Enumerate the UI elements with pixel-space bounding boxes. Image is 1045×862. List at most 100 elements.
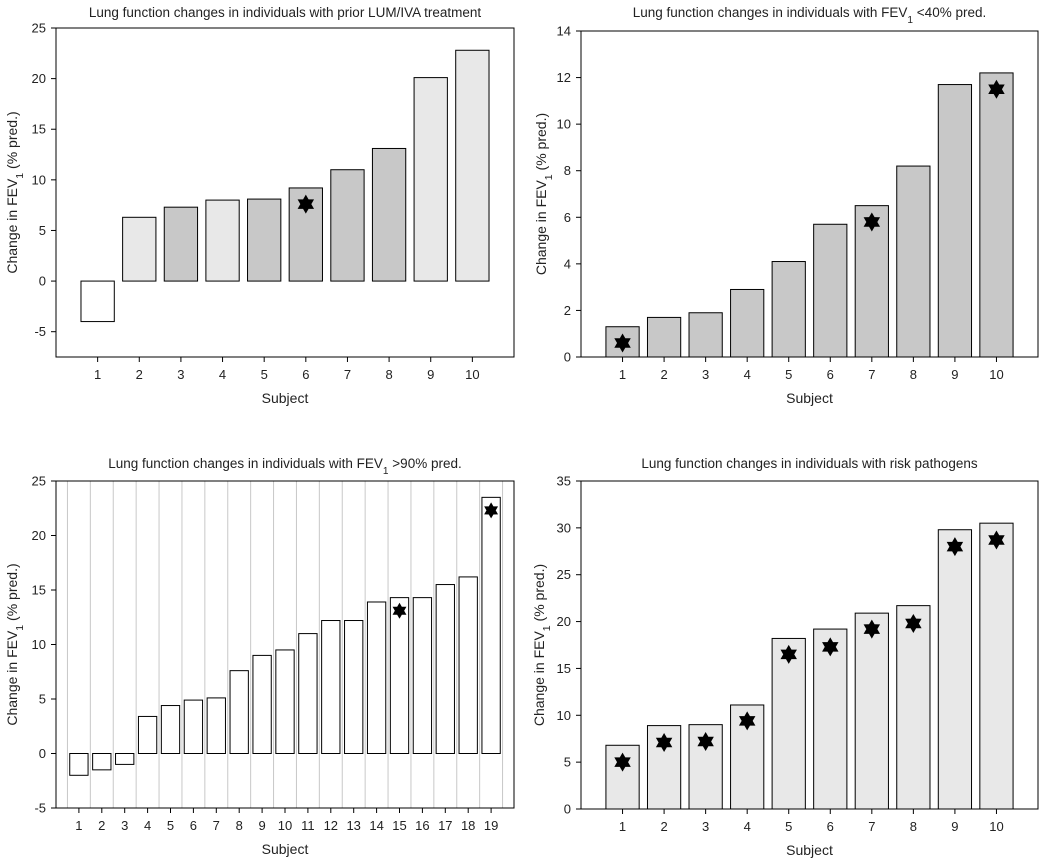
y-axis-label: Change in FEV1 (% pred.) — [4, 111, 26, 273]
x-tick-label: 7 — [868, 819, 875, 834]
bar-subject-6 — [813, 628, 848, 810]
x-tick-label: 19 — [484, 818, 498, 833]
star-marker — [484, 502, 499, 519]
x-tick-label: 5 — [785, 367, 792, 382]
y-tick-label: 0 — [39, 746, 46, 761]
star-marker — [697, 732, 714, 752]
x-tick-label: 18 — [461, 818, 475, 833]
x-tick-label: 7 — [213, 818, 220, 833]
y-axis-label: Change in FEV1 (% pred.) — [4, 563, 26, 725]
x-tick-label: 1 — [619, 819, 626, 834]
bar-subject-1 — [69, 753, 89, 776]
bar-subject-5 — [160, 705, 181, 754]
bar-subject-10 — [979, 72, 1014, 358]
y-tick-label: 20 — [32, 71, 46, 86]
y-tick-label: 10 — [32, 637, 46, 652]
star-marker — [822, 637, 839, 657]
x-tick-label: 3 — [702, 819, 709, 834]
y-tick-label: 10 — [32, 172, 46, 187]
star-marker — [614, 333, 631, 353]
bar-subject-12 — [321, 620, 341, 755]
bar-subject-8 — [229, 670, 249, 754]
x-tick-label: 6 — [302, 367, 309, 382]
x-tick-label: 3 — [702, 367, 709, 382]
bar-subject-8 — [896, 605, 931, 810]
chart-panel-1: -5 0 5 10 15 20 25 1 2 3 4 5 6 7 8 9 10 Lung function cha… — [4, 5, 515, 406]
y-tick-label: -5 — [34, 324, 46, 339]
x-tick-label: 7 — [344, 367, 351, 382]
chart-panel-4: 0 5 10 15 20 25 30 35 1 2 3 4 5 6 7 8 9 10 Lung function c… — [531, 456, 1039, 858]
star-marker — [738, 711, 756, 731]
chart-title: Lung function changes in individuals wit… — [108, 456, 461, 477]
y-tick-label: 30 — [557, 520, 571, 535]
chart-title: Lung function changes in individuals wit… — [633, 5, 986, 26]
chart-title: Lung function changes in individuals wit… — [641, 456, 977, 471]
plot-frame — [580, 480, 1039, 810]
star-marker — [655, 732, 673, 752]
plot-frame — [580, 30, 1039, 358]
bar-subject-3 — [115, 753, 135, 765]
x-tick-label: 4 — [744, 819, 751, 834]
bar-subject-13 — [344, 620, 364, 755]
y-tick-label: 6 — [564, 210, 571, 225]
x-tick-label: 2 — [660, 819, 667, 834]
x-tick-label: 8 — [385, 367, 392, 382]
x-tick-label: 16 — [415, 818, 429, 833]
y-tick-label: 14 — [557, 24, 571, 39]
y-tick-label: -5 — [34, 801, 46, 816]
x-axis-label: Subject — [262, 390, 309, 406]
y-tick-label: 0 — [564, 350, 571, 365]
bar-subject-5 — [771, 261, 806, 358]
star-marker — [780, 644, 797, 664]
x-tick-label: 2 — [98, 818, 105, 833]
x-tick-label: 14 — [369, 818, 383, 833]
bar-subject-4 — [205, 199, 240, 282]
x-tick-label: 9 — [427, 367, 434, 382]
bar-subject-8 — [896, 165, 931, 358]
y-tick-label: 0 — [564, 802, 571, 817]
bar-subject-17 — [435, 584, 455, 754]
bar-subject-2 — [92, 753, 112, 771]
x-tick-label: 6 — [827, 819, 834, 834]
bar-subject-18 — [458, 576, 478, 754]
bar-subject-7 — [206, 697, 226, 754]
y-tick-label: 25 — [32, 474, 46, 489]
y-tick-label: 35 — [557, 474, 571, 489]
y-tick-label: 5 — [39, 223, 46, 238]
y-tick-label: 15 — [557, 661, 571, 676]
star-marker — [988, 79, 1005, 99]
x-tick-label: 9 — [258, 818, 265, 833]
x-tick-label: 10 — [465, 367, 479, 382]
x-tick-label: 9 — [951, 819, 958, 834]
y-tick-label: 20 — [32, 528, 46, 543]
bar-subject-4 — [730, 288, 765, 358]
bar-subject-11 — [298, 633, 318, 754]
x-tick-label: 9 — [951, 367, 958, 382]
y-tick-label: 0 — [39, 274, 46, 289]
x-tick-label: 6 — [190, 818, 197, 833]
x-tick-label: 10 — [989, 367, 1003, 382]
x-tick-label: 3 — [121, 818, 128, 833]
x-tick-label: 8 — [910, 367, 917, 382]
x-tick-label: 5 — [261, 367, 268, 382]
bar-subject-15 — [389, 597, 410, 754]
x-tick-label: 8 — [236, 818, 243, 833]
star-marker — [297, 194, 315, 214]
x-tick-label: 1 — [75, 818, 82, 833]
x-tick-label: 17 — [438, 818, 452, 833]
bar-subject-6 — [813, 223, 848, 358]
bar-subject-5 — [771, 637, 806, 810]
x-tick-label: 11 — [301, 818, 315, 833]
y-tick-label: 25 — [32, 21, 46, 36]
x-tick-label: 7 — [868, 367, 875, 382]
bar-subject-4 — [137, 715, 158, 755]
star-marker — [392, 602, 407, 619]
x-tick-label: 1 — [619, 367, 626, 382]
y-tick-label: 25 — [557, 567, 571, 582]
y-tick-label: 2 — [564, 303, 571, 318]
bar-subject-6 — [183, 699, 204, 755]
x-tick-label: 4 — [219, 367, 226, 382]
y-tick-label: 12 — [557, 70, 571, 85]
x-tick-label: 6 — [827, 367, 834, 382]
